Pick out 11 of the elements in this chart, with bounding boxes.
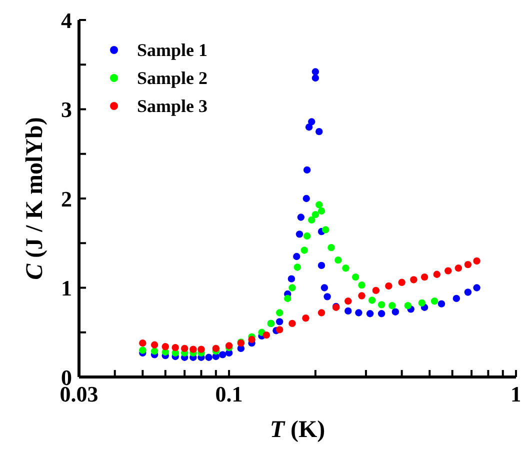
y-tick-label: 2 bbox=[61, 186, 72, 212]
legend-label: Sample 1 bbox=[137, 39, 208, 61]
legend-label: Sample 3 bbox=[137, 95, 208, 117]
legend-label: Sample 2 bbox=[137, 67, 208, 89]
x-tick-label: 0.1 bbox=[215, 382, 243, 407]
x-axis-title: T (K) bbox=[270, 417, 326, 443]
y-tick-label: 3 bbox=[61, 97, 72, 122]
x-tick-label: 1 bbox=[510, 382, 522, 407]
y-tick-label: 4 bbox=[61, 8, 72, 33]
y-axis-title: C (J / K molYb) bbox=[22, 117, 48, 280]
y-tick-label: 1 bbox=[61, 276, 72, 301]
